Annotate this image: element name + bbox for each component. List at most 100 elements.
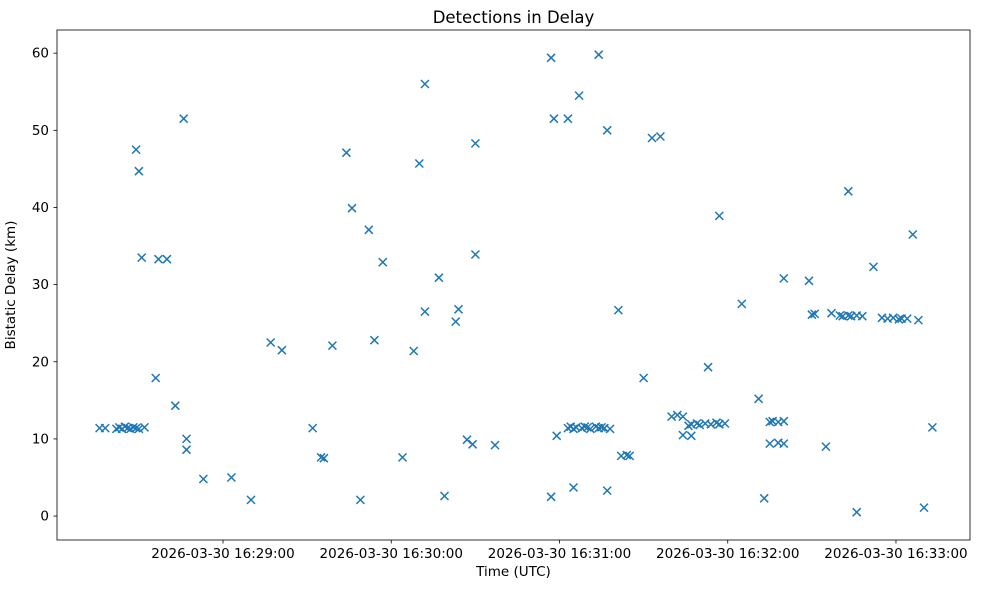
data-point (826, 308, 837, 318)
data-point (414, 158, 424, 169)
data-point (765, 439, 775, 449)
data-point (131, 423, 141, 433)
data-point (810, 309, 820, 319)
data-point (327, 341, 337, 351)
data-point (439, 491, 450, 501)
data-point (181, 434, 192, 444)
data-point (655, 131, 665, 142)
data-point (552, 431, 562, 441)
x-axis-label: Time (UTC) (475, 564, 551, 580)
data-point (678, 412, 688, 422)
data-point (580, 422, 590, 432)
data-point (585, 424, 595, 434)
data-point (672, 410, 682, 420)
data-point (308, 423, 318, 433)
data-point (162, 254, 172, 264)
data-point (779, 416, 789, 426)
data-point (894, 314, 904, 324)
data-point (908, 229, 918, 240)
data-point (913, 315, 923, 325)
data-point (549, 114, 559, 124)
data-point (737, 299, 747, 309)
data-point (470, 249, 480, 260)
data-point (198, 474, 208, 484)
data-point (316, 452, 326, 462)
y-tick-label: 50 (32, 123, 49, 139)
data-point (759, 493, 769, 503)
data-point (397, 452, 408, 462)
data-point (765, 417, 775, 427)
axes-layer: 2026-03-30 16:29:00 2026-03-30 16:30:00 20… (32, 29, 971, 562)
x-tick-label: 2026-03-30 16:32:00 (656, 546, 799, 562)
data-point (852, 507, 862, 517)
data-point (714, 211, 724, 221)
data-point (647, 133, 657, 143)
data-point (868, 262, 879, 272)
data-point (568, 482, 579, 493)
data-point (754, 394, 764, 404)
data-point (804, 276, 814, 286)
data-point (137, 253, 147, 263)
data-point (151, 373, 161, 383)
data-point (919, 503, 929, 513)
data-point (134, 166, 144, 176)
y-tick-label: 60 (32, 46, 49, 62)
data-point (490, 440, 500, 450)
data-point (420, 307, 430, 317)
data-point (131, 145, 141, 155)
data-point (706, 419, 716, 429)
data-point (686, 431, 696, 441)
data-point (779, 439, 789, 449)
data-point (711, 418, 722, 428)
data-point (602, 486, 612, 496)
data-point (692, 418, 702, 429)
data-point (613, 305, 623, 315)
data-point (170, 401, 180, 411)
data-point (807, 310, 817, 320)
data-point (843, 186, 853, 196)
x-tick-label: 2026-03-30 16:29:00 (151, 546, 294, 562)
data-point (835, 310, 845, 321)
data-point (602, 125, 612, 135)
data-point (153, 254, 164, 264)
data-point (179, 114, 189, 124)
x-tick-label: 2026-03-30 16:33:00 (824, 546, 967, 562)
plot-frame (56, 29, 971, 541)
data-point (546, 492, 556, 502)
data-point (378, 257, 388, 267)
data-point (100, 423, 110, 433)
data-point (128, 422, 138, 432)
data-point (181, 445, 192, 455)
data-point (453, 304, 464, 314)
data-point (574, 91, 584, 101)
data-point (596, 422, 607, 432)
data-point (139, 422, 150, 432)
chart-title: Detections in Delay (433, 8, 595, 27)
data-point (420, 79, 430, 89)
data-point (266, 337, 276, 348)
data-point (683, 421, 694, 431)
data-point (667, 412, 677, 422)
data-point (779, 273, 789, 283)
y-tick-label: 20 (32, 354, 49, 370)
data-point (639, 373, 649, 383)
data-point (468, 439, 478, 449)
data-point (134, 424, 144, 434)
y-tick-label: 10 (32, 431, 49, 447)
data-point (625, 451, 635, 461)
data-point (821, 442, 831, 452)
data-point (369, 335, 379, 345)
data-point (341, 148, 351, 158)
data-point (451, 317, 461, 327)
data-point (568, 424, 579, 434)
data-point (622, 450, 632, 460)
data-point (409, 346, 419, 356)
y-axis-label: Bistatic Delay (km) (3, 221, 19, 350)
data-point (703, 362, 713, 372)
scatter-points (95, 50, 937, 517)
data-point (902, 314, 912, 324)
data-point (546, 53, 556, 63)
y-tick-label: 40 (32, 200, 49, 216)
